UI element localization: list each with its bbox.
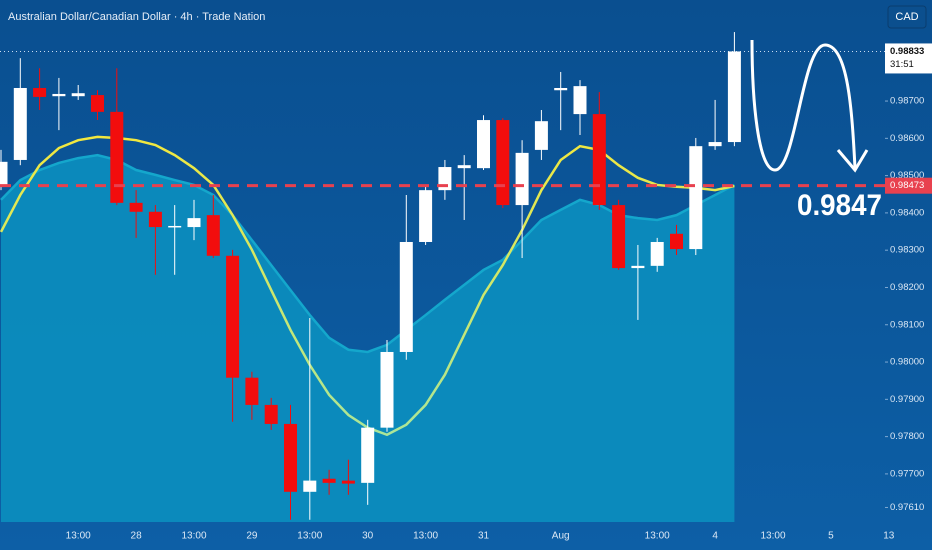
candle-body xyxy=(245,377,259,405)
candle-body xyxy=(631,265,645,269)
x-tick-label: 13:00 xyxy=(181,531,206,542)
y-tick-label: 0.98000 xyxy=(890,357,924,368)
candle-body xyxy=(264,404,278,424)
candle-body xyxy=(148,211,162,228)
candle-body xyxy=(399,241,413,352)
y-tick-label: 0.98600 xyxy=(890,133,924,144)
y-tick-label: 0.98200 xyxy=(890,282,924,293)
candle-body xyxy=(419,190,433,242)
x-tick-label: 13:00 xyxy=(297,531,322,542)
currency-label[interactable]: CAD xyxy=(895,11,918,23)
x-tick-label: 13:00 xyxy=(760,531,785,542)
candle-body xyxy=(689,146,703,250)
countdown-label: 31:51 xyxy=(890,59,914,70)
x-tick-label: 30 xyxy=(362,531,374,542)
x-tick-label: Aug xyxy=(552,531,570,542)
x-tick-label: 13 xyxy=(883,531,895,542)
candle-body xyxy=(187,218,201,228)
candle-body xyxy=(129,202,143,212)
candle-body xyxy=(0,161,8,187)
y-tick-label: 0.98700 xyxy=(890,96,924,107)
candle-body xyxy=(534,121,548,150)
candle-body xyxy=(573,86,587,115)
y-tick-label: 0.98400 xyxy=(890,207,924,218)
candle-body xyxy=(515,152,529,206)
y-tick-label: 0.97800 xyxy=(890,431,924,442)
candle-body xyxy=(457,165,471,169)
last-price-label: 0.98833 xyxy=(890,46,924,57)
y-tick-label: 0.97900 xyxy=(890,394,924,405)
y-tick-label: 0.98300 xyxy=(890,245,924,256)
candle-body xyxy=(496,120,510,206)
y-tick-label: 0.97700 xyxy=(890,468,924,479)
candle-body xyxy=(13,87,27,160)
candle-body xyxy=(612,205,626,269)
candle-body xyxy=(650,241,664,266)
target-price-label: 0.98473 xyxy=(890,180,924,191)
y-tick-label: 0.98100 xyxy=(890,319,924,330)
band-area xyxy=(1,155,735,522)
candle-body xyxy=(708,142,722,147)
candle-body xyxy=(380,351,394,428)
x-tick-label: 29 xyxy=(246,531,258,542)
x-tick-label: 13:00 xyxy=(645,531,670,542)
candle-body xyxy=(168,225,182,228)
candle-body xyxy=(33,87,47,97)
candle-body xyxy=(206,215,220,256)
candle-body xyxy=(554,87,568,91)
arrow-head xyxy=(836,149,869,173)
candle-body xyxy=(303,480,317,492)
x-tick-label: 31 xyxy=(478,531,490,542)
target-annotation: 0.9847 xyxy=(797,189,882,222)
candle-body xyxy=(477,120,490,169)
candle-body xyxy=(341,480,355,484)
candle-body xyxy=(110,111,124,203)
x-tick-label: 5 xyxy=(828,531,834,542)
forecast-arrow xyxy=(750,39,857,172)
x-tick-label: 13:00 xyxy=(66,531,91,542)
x-tick-label: 13:00 xyxy=(413,531,438,542)
x-tick-label: 4 xyxy=(712,531,718,542)
candle-body xyxy=(284,423,297,492)
price-axis: 0.98700 0.98600 0.98500 0.98400 0.98300 0.982… xyxy=(66,43,932,542)
candle-body xyxy=(670,233,683,250)
last-price-box xyxy=(885,43,932,74)
candle-body xyxy=(322,478,336,483)
candle-body xyxy=(52,93,66,97)
y-tick-label: 0.98500 xyxy=(890,170,924,181)
candle-body xyxy=(361,427,375,483)
chart-title: Australian Dollar/Canadian Dollar · 4h ·… xyxy=(8,11,265,23)
y-tick-label: 0.97610 xyxy=(890,502,924,513)
x-tick-label: 28 xyxy=(131,531,143,542)
candle-body xyxy=(91,95,104,112)
candle-body xyxy=(71,93,85,97)
candle-body xyxy=(592,114,606,206)
currency-button[interactable] xyxy=(887,5,927,29)
candle-body xyxy=(226,255,240,378)
target-price-box xyxy=(885,177,932,194)
plot-area xyxy=(0,32,885,522)
candle-body xyxy=(727,51,741,143)
